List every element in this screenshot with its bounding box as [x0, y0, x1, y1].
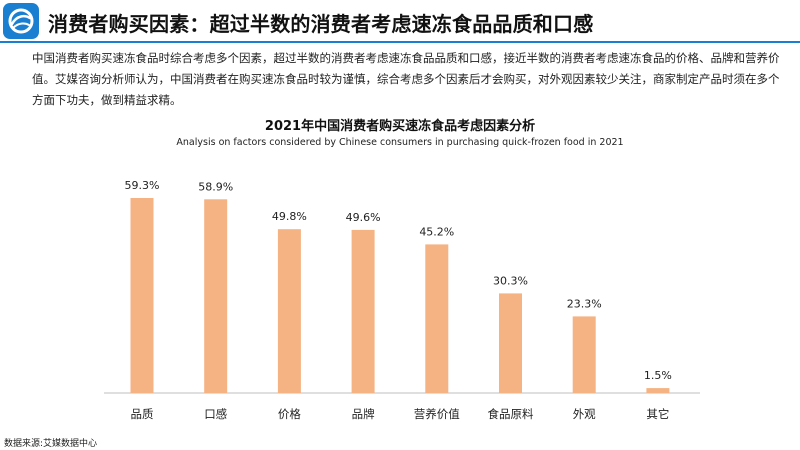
- category-label: 品牌: [352, 407, 375, 421]
- brand-logo: [3, 3, 39, 39]
- intro-paragraph: 中国消费者购买速冻食品时综合考虑多个因素，超过半数的消费者考虑速冻食品品质和口感…: [32, 51, 780, 107]
- chart-subtitle: Analysis on factors considered by Chines…: [176, 137, 624, 148]
- category-label: 外观: [573, 407, 596, 421]
- page-title: 消费者购买因素：超过半数的消费者考虑速冻食品品质和口感: [48, 12, 594, 36]
- bar-value-label: 30.3%: [493, 274, 528, 287]
- category-label: 营养价值: [414, 407, 460, 421]
- bar-value-label: 58.9%: [198, 180, 233, 193]
- chart-title: 2021年中国消费者购买速冻食品考虑因素分析: [264, 119, 536, 134]
- data-source-note: 数据来源:艾媒数据中心: [4, 439, 98, 449]
- bar-value-label: 49.8%: [272, 210, 307, 223]
- header-divider: [0, 41, 800, 43]
- bar: [499, 293, 522, 393]
- bar: [425, 244, 449, 393]
- category-label: 口感: [204, 407, 227, 421]
- bar: [204, 199, 228, 393]
- category-label: 其它: [646, 407, 669, 421]
- bar: [277, 229, 301, 393]
- category-label: 品质: [131, 407, 154, 421]
- bar-value-label: 59.3%: [125, 179, 160, 192]
- bar-value-label: 49.6%: [346, 211, 381, 224]
- bar: [646, 388, 670, 393]
- bar-value-label: 23.3%: [567, 297, 602, 310]
- bar: [130, 198, 154, 393]
- bar: [572, 316, 596, 393]
- category-label: 食品原料: [488, 407, 534, 421]
- bar-value-label: 1.5%: [644, 369, 672, 382]
- category-label: 价格: [278, 407, 301, 421]
- circular-swirl-logo-icon: [8, 8, 34, 34]
- bar-value-label: 45.2%: [419, 225, 454, 238]
- bar: [351, 229, 375, 393]
